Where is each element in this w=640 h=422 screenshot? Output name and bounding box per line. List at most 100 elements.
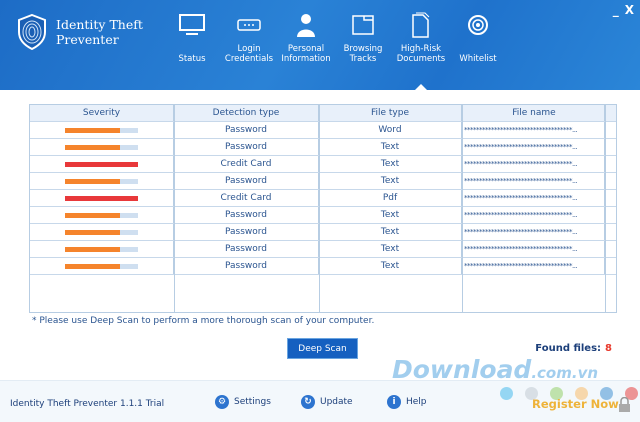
settings-button[interactable]: ⚙ Settings <box>215 395 271 409</box>
gear-icon: ⚙ <box>215 395 229 409</box>
file-name-cell: ************************************... <box>462 173 605 189</box>
monitor-icon <box>162 12 222 38</box>
table-row[interactable]: Password Text **************************… <box>30 207 616 224</box>
file-type-cell: Text <box>319 241 462 257</box>
tab-personal-information[interactable]: Personal Information <box>276 12 336 64</box>
column-header-detection-type[interactable]: Detection type <box>174 105 319 121</box>
file-name-cell: ************************************... <box>462 190 605 206</box>
severity-bar <box>65 195 138 201</box>
severity-cell <box>30 207 174 223</box>
tab-browsing-tracks[interactable]: Browsing Tracks <box>333 12 393 64</box>
tab-high-risk-documents[interactable]: High-Risk Documents <box>391 12 451 64</box>
table-row[interactable]: Password Text **************************… <box>30 173 616 190</box>
severity-bar-fill <box>65 229 120 235</box>
table-row[interactable]: Credit Card Text ***********************… <box>30 156 616 173</box>
severity-cell <box>30 241 174 257</box>
column-header-file-name[interactable]: File name <box>462 105 605 121</box>
file-type-cell: Text <box>319 258 462 274</box>
footer: Identity Theft Preventer 1.1.1 Trial ⚙ Se… <box>0 380 640 422</box>
severity-bar <box>65 178 138 184</box>
file-name-cell: ************************************... <box>462 224 605 240</box>
detection-type-cell: Credit Card <box>174 190 319 206</box>
severity-cell <box>30 258 174 274</box>
tab-status[interactable]: Status <box>162 12 222 64</box>
table-header: Severity Detection type File type File n… <box>30 105 616 122</box>
file-type-cell: Text <box>319 156 462 172</box>
tab-whitelist[interactable]: Whitelist <box>448 12 508 64</box>
close-button[interactable]: X <box>624 3 634 17</box>
severity-bar-fill <box>65 161 138 167</box>
file-name-cell: ************************************... <box>462 156 605 172</box>
detection-type-cell: Password <box>174 224 319 240</box>
file-type-cell: Text <box>319 139 462 155</box>
detection-type-cell: Credit Card <box>174 156 319 172</box>
file-type-cell: Text <box>319 224 462 240</box>
table-row[interactable]: Password Text **************************… <box>30 139 616 156</box>
file-type-cell: Text <box>319 173 462 189</box>
severity-cell <box>30 122 174 138</box>
table-row[interactable]: Password Text **************************… <box>30 224 616 241</box>
file-name-cell: ************************************... <box>462 207 605 223</box>
watermark-dots <box>500 387 638 400</box>
disc-icon <box>448 12 508 38</box>
severity-bar <box>65 212 138 218</box>
deep-scan-button[interactable]: Deep Scan <box>287 338 358 359</box>
file-type-cell: Pdf <box>319 190 462 206</box>
table-row[interactable]: Credit Card Pdf ************************… <box>30 190 616 207</box>
results-table: Severity Detection type File type File n… <box>29 104 617 313</box>
help-button[interactable]: i Help <box>387 395 427 409</box>
documents-icon <box>391 12 451 38</box>
severity-bar-fill <box>65 144 120 150</box>
severity-bar <box>65 263 138 269</box>
file-name-cell: ************************************... <box>462 258 605 274</box>
table-row[interactable]: Password Word **************************… <box>30 122 616 139</box>
detection-type-cell: Password <box>174 122 319 138</box>
severity-cell <box>30 173 174 189</box>
lock-icon <box>619 397 630 412</box>
version-label: Identity Theft Preventer 1.1.1 Trial <box>10 399 165 409</box>
severity-bar-fill <box>65 263 120 269</box>
file-name-cell: ************************************... <box>462 241 605 257</box>
severity-bar-fill <box>65 246 120 252</box>
password-field-icon <box>219 12 279 38</box>
shield-fingerprint-logo-icon <box>18 14 46 50</box>
detection-type-cell: Password <box>174 139 319 155</box>
severity-bar <box>65 127 138 133</box>
severity-bar-fill <box>65 212 120 218</box>
detection-type-cell: Password <box>174 207 319 223</box>
register-now-link[interactable]: Register Now <box>532 397 619 411</box>
minimize-button[interactable]: _ <box>612 3 619 17</box>
found-files-count: 8 <box>605 343 612 354</box>
severity-bar <box>65 229 138 235</box>
detection-type-cell: Password <box>174 258 319 274</box>
severity-bar-fill <box>65 127 120 133</box>
table-row[interactable]: Password Text **************************… <box>30 241 616 258</box>
file-type-cell: Text <box>319 207 462 223</box>
update-button[interactable]: ↻ Update <box>301 395 353 409</box>
browser-window-icon <box>333 12 393 38</box>
severity-bar <box>65 246 138 252</box>
table-row[interactable]: Password Text **************************… <box>30 258 616 275</box>
app-title: Identity Theft Preventer <box>56 17 143 47</box>
scrollbar[interactable] <box>605 105 616 312</box>
file-type-cell: Word <box>319 122 462 138</box>
header: Identity Theft Preventer Status Login Cre… <box>0 0 640 90</box>
active-tab-indicator <box>415 84 427 90</box>
severity-cell <box>30 224 174 240</box>
severity-cell <box>30 190 174 206</box>
file-name-cell: ************************************... <box>462 139 605 155</box>
tab-login-credentials[interactable]: Login Credentials <box>219 12 279 64</box>
column-header-severity[interactable]: Severity <box>30 105 174 121</box>
deep-scan-note: * Please use Deep Scan to perform a more… <box>32 316 375 326</box>
severity-bar <box>65 161 138 167</box>
person-icon <box>276 12 336 38</box>
watermark: Download.com.vn <box>392 355 599 384</box>
found-files: Found files: 8 <box>535 343 612 354</box>
severity-bar-fill <box>65 178 120 184</box>
info-icon: i <box>387 395 401 409</box>
column-header-file-type[interactable]: File type <box>319 105 462 121</box>
detection-type-cell: Password <box>174 173 319 189</box>
refresh-icon: ↻ <box>301 395 315 409</box>
detection-type-cell: Password <box>174 241 319 257</box>
file-name-cell: ************************************... <box>462 122 605 138</box>
